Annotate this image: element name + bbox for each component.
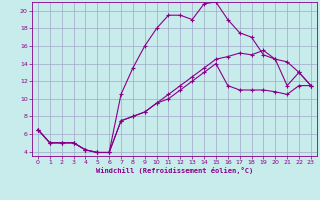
X-axis label: Windchill (Refroidissement éolien,°C): Windchill (Refroidissement éolien,°C) (96, 167, 253, 174)
